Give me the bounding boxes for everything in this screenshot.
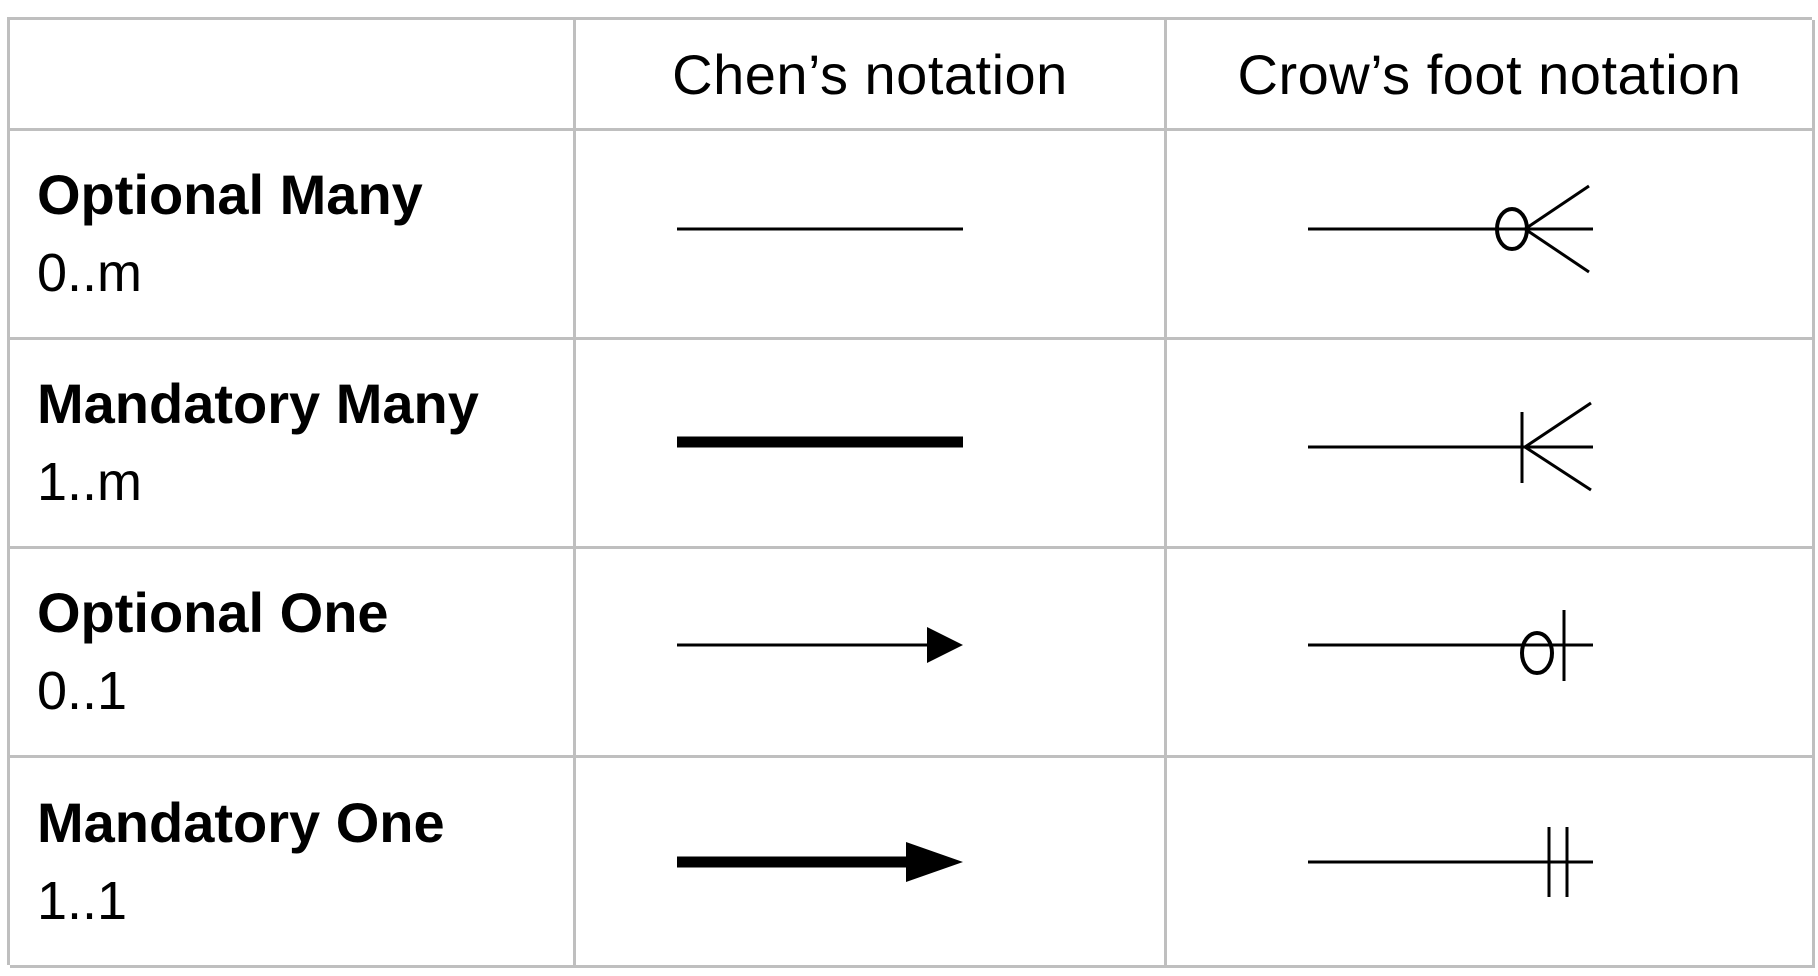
thick-arrow-icon	[677, 842, 963, 882]
crow-cell-mandatory-many	[1167, 340, 1815, 549]
crow-cell-optional-many	[1167, 131, 1815, 340]
crow-cell-optional-one	[1167, 549, 1815, 758]
chen-cell-mandatory-one	[576, 758, 1167, 968]
chen-cell-optional-many	[576, 131, 1167, 340]
header-crows-foot-notation: Crow’s foot notation	[1167, 20, 1815, 131]
cardinality-range: 0..1	[37, 661, 128, 721]
cardinality-name: Mandatory One	[37, 790, 445, 854]
thin-arrow-icon	[677, 627, 963, 663]
chen-cell-optional-one	[576, 549, 1167, 758]
thick-line-icon	[677, 436, 963, 448]
cardinality-range: 1..m	[37, 452, 143, 512]
thin-line-icon	[677, 227, 963, 231]
exactly-one-icon	[1308, 827, 1593, 897]
header-chen-notation: Chen’s notation	[576, 20, 1167, 131]
header-corner-cell	[10, 20, 576, 131]
cardinality-range: 1..1	[37, 870, 128, 931]
cardinality-name: Optional One	[37, 581, 389, 644]
crow-cell-mandatory-one	[1167, 758, 1815, 968]
cardinality-name: Mandatory Many	[37, 372, 479, 435]
notation-table: Chen’s notation Crow’s foot notation Opt…	[7, 17, 1815, 968]
zero-or-many-icon	[1308, 184, 1593, 274]
cardinality-range: 0..m	[37, 243, 143, 303]
row-label-optional-one: Optional One 0..1	[10, 549, 576, 758]
row-label-optional-many: Optional Many 0..m	[10, 131, 576, 340]
chen-cell-mandatory-many	[576, 340, 1167, 549]
row-label-mandatory-many: Mandatory Many 1..m	[10, 340, 576, 549]
zero-or-one-icon	[1308, 610, 1593, 681]
row-label-mandatory-one: Mandatory One 1..1	[10, 758, 576, 968]
one-or-many-icon	[1308, 401, 1593, 492]
cardinality-name: Optional Many	[37, 163, 423, 226]
